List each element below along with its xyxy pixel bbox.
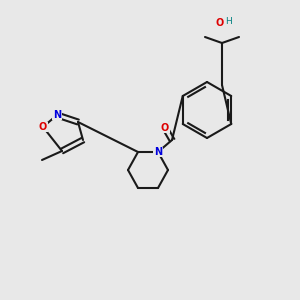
Text: O: O: [161, 123, 169, 133]
Text: N: N: [53, 110, 61, 120]
Text: N: N: [154, 147, 162, 157]
Text: O: O: [39, 122, 47, 132]
Text: H: H: [226, 16, 232, 26]
Text: O: O: [216, 18, 224, 28]
